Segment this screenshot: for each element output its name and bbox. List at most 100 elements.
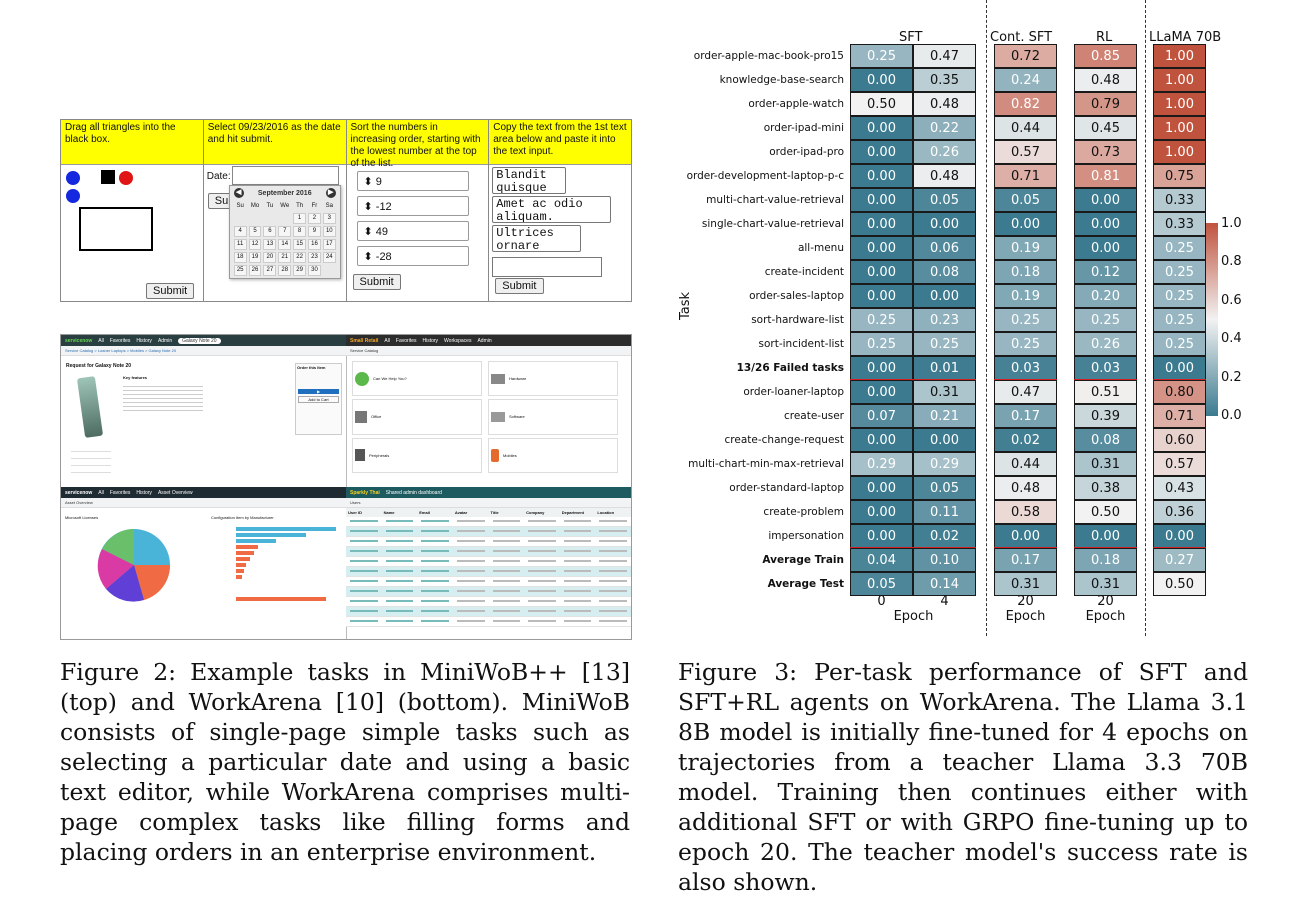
sortable-number[interactable]: ⬍ 9 [356, 171, 469, 191]
sortable-number[interactable]: ⬍ -28 [356, 246, 469, 266]
bar-chart[interactable] [236, 525, 346, 625]
nav-all[interactable]: All [98, 337, 104, 344]
nav-favorites[interactable]: Favorites [109, 489, 131, 496]
calendar-day[interactable]: 7 [278, 226, 292, 237]
calendar-day[interactable]: 12 [248, 239, 262, 250]
sortable-number[interactable]: ⬍ 49 [356, 221, 469, 241]
calendar-day[interactable]: 23 [308, 252, 321, 263]
calendar-day[interactable]: 26 [248, 265, 262, 276]
calendar-day[interactable]: 22 [293, 252, 307, 263]
column-header[interactable]: Name [383, 510, 395, 515]
table-row[interactable] [346, 587, 631, 597]
column-header[interactable]: Location [597, 510, 615, 515]
text-area-3[interactable]: Ultrices ornare [492, 225, 582, 252]
column-header[interactable]: Email [419, 510, 430, 515]
calendar-day[interactable]: 13 [263, 239, 277, 250]
tab-asset-overview[interactable]: Asset Overview [157, 489, 193, 496]
table-row[interactable] [346, 597, 631, 607]
calendar-day[interactable]: 5 [248, 226, 262, 237]
calendar-day[interactable]: 1 [293, 213, 307, 224]
calendar-day[interactable]: 14 [278, 239, 292, 250]
table-row[interactable] [346, 537, 631, 547]
nav-all[interactable]: All [98, 489, 104, 496]
heatmap-cell: 0.48 [994, 476, 1057, 500]
submit-button[interactable]: Submit [146, 283, 195, 299]
table-row[interactable] [346, 517, 631, 527]
table-row[interactable] [346, 577, 631, 587]
table-row[interactable] [346, 557, 631, 567]
nav-admin[interactable]: Admin [477, 337, 492, 344]
blue-circle[interactable] [66, 189, 80, 203]
nav-history[interactable]: History [136, 337, 152, 344]
blue-circle[interactable] [66, 171, 80, 185]
nav-workspaces[interactable]: Workspaces [444, 337, 472, 344]
calendar-day[interactable]: 21 [278, 252, 292, 263]
submit-button[interactable]: Submit [495, 278, 544, 294]
calendar-day[interactable]: 20 [263, 252, 277, 263]
calendar-day[interactable]: 3 [322, 213, 336, 224]
table-row[interactable] [346, 547, 631, 557]
heatmap-cell: 0.08 [1074, 428, 1137, 452]
text-area-1[interactable]: Blandit quisque [492, 167, 567, 194]
calendar-day[interactable]: 9 [308, 226, 321, 237]
nav-history[interactable]: History [422, 337, 439, 344]
table-row[interactable] [346, 607, 631, 617]
tab-dashboard[interactable]: Shared admin dashboard [385, 489, 442, 496]
nav-all[interactable]: All [384, 337, 390, 344]
catalog-item[interactable]: Office [352, 399, 482, 435]
column-header[interactable]: Avatar [454, 510, 468, 515]
calendar-day[interactable]: 17 [322, 239, 336, 250]
calendar-day[interactable]: 8 [293, 226, 307, 237]
date-input[interactable] [231, 166, 339, 185]
calendar-day[interactable]: 19 [248, 252, 262, 263]
order-now-button[interactable]: ▶ [298, 389, 339, 394]
calendar-day[interactable]: 2 [308, 213, 321, 224]
text-area-2[interactable]: Amet ac odio aliquam. [492, 196, 612, 223]
calendar-day[interactable]: 30 [308, 265, 321, 276]
table-cell [599, 540, 627, 542]
red-circle[interactable] [119, 171, 133, 185]
breadcrumb[interactable]: Service Catalog > Loaner Laptops > Mobil… [61, 346, 346, 356]
add-to-cart-button[interactable]: Add to Cart [298, 396, 339, 403]
nav-history[interactable]: History [136, 489, 152, 496]
pie-chart[interactable] [96, 527, 172, 603]
catalog-item[interactable]: Hardware [488, 361, 618, 397]
column-header[interactable]: Company [526, 510, 545, 515]
catalog-item[interactable]: Peripherals [352, 437, 482, 473]
calendar-day[interactable]: 6 [263, 226, 277, 237]
text-input[interactable] [492, 257, 603, 277]
table-row[interactable] [346, 567, 631, 577]
calendar-day[interactable]: 10 [322, 226, 336, 237]
catalog-item[interactable]: Mobiles [488, 437, 618, 473]
calendar-day[interactable]: 24 [322, 252, 336, 263]
colour-options[interactable] [71, 445, 111, 475]
table-row[interactable] [346, 617, 631, 627]
tab-galaxy-note[interactable]: Galaxy Note 20 [178, 337, 221, 344]
catalog-item[interactable]: Can We Help You? [352, 361, 482, 397]
nav-favorites[interactable]: Favorites [395, 337, 417, 344]
catalog-item[interactable]: Software [488, 399, 618, 435]
prev-month-icon[interactable]: ◀ [233, 188, 244, 198]
calendar-day[interactable]: 25 [233, 265, 247, 276]
black-box-target[interactable] [79, 207, 153, 251]
date-picker[interactable]: ◀ September 2016 ▶ Su Mo Tu We Th Fr Sa 1 2 3 4 5 6 7… [228, 185, 341, 279]
column-header[interactable]: User ID [348, 510, 363, 515]
table-row[interactable] [346, 527, 631, 537]
calendar-day[interactable]: 18 [233, 252, 247, 263]
nav-favorites[interactable]: Favorites [109, 337, 131, 344]
calendar-day[interactable]: 15 [293, 239, 307, 250]
calendar-day[interactable]: 11 [233, 239, 247, 250]
calendar-day[interactable]: 16 [308, 239, 321, 250]
sortable-number[interactable]: ⬍ -12 [356, 196, 469, 216]
column-header[interactable]: Title [490, 510, 499, 515]
calendar-day[interactable]: 27 [263, 265, 277, 276]
calendar-day[interactable]: 4 [233, 226, 247, 237]
black-square[interactable] [101, 170, 115, 184]
nav-admin[interactable]: Admin [157, 337, 173, 344]
next-month-icon[interactable]: ▶ [325, 188, 336, 198]
submit-button[interactable]: Submit [352, 274, 401, 290]
column-header[interactable]: Department [561, 510, 584, 515]
calendar-day[interactable]: 29 [293, 265, 307, 276]
table-cell [492, 520, 521, 522]
calendar-day[interactable]: 28 [278, 265, 292, 276]
